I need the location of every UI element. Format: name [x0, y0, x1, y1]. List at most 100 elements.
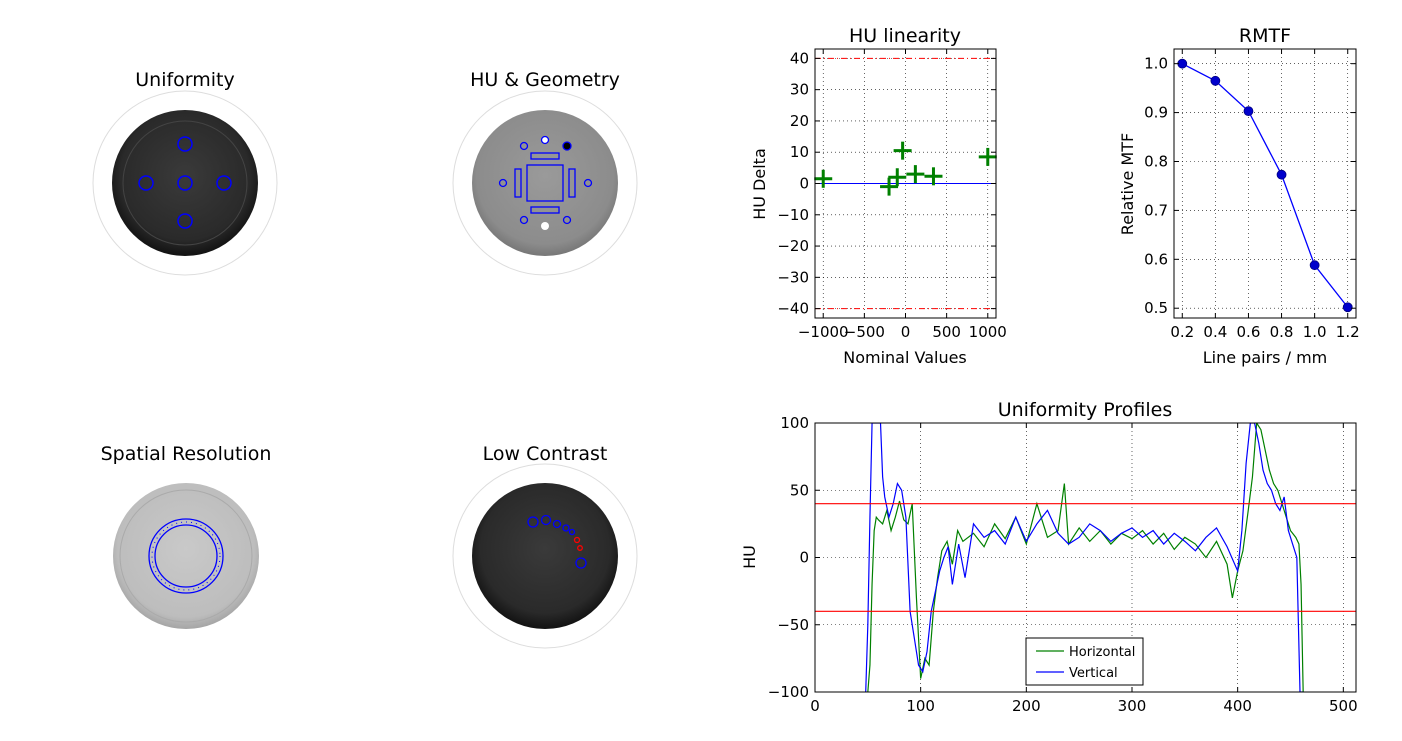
y-tick-label: −40 — [777, 300, 809, 318]
resolution-bars — [151, 521, 221, 591]
y-tick-label: 0.6 — [1144, 250, 1168, 268]
phantom-image — [472, 483, 618, 629]
rmtf-chart: 0.2 0.4 0.6 0.8 1.0 1.2 1.0 0.9 0.8 0.7 0.6 0.5 RMT… — [1118, 25, 1360, 367]
x-tick-label: 500 — [1329, 697, 1358, 715]
hu-insert-bright — [541, 222, 549, 230]
hu-geometry-title: HU & Geometry — [470, 69, 620, 91]
chart-title: RMTF — [1239, 25, 1291, 47]
x-tick-label: 1.2 — [1336, 323, 1360, 341]
phantom-inner-edge — [122, 120, 248, 246]
bottom-bar-roi — [530, 206, 560, 214]
y-tick-label: 0 — [799, 175, 809, 193]
rmtf-point — [1342, 302, 1353, 313]
hu-roi — [562, 215, 572, 225]
rmtf-line — [1181, 63, 1349, 308]
y-tick-label: 0.5 — [1144, 299, 1168, 317]
contrast-roi — [568, 528, 576, 536]
legend-label-horizontal: Horizontal — [1069, 645, 1135, 660]
x-tick-label: 500 — [932, 323, 961, 341]
hu-roi — [519, 215, 529, 225]
roi-top — [177, 136, 193, 152]
contrast-roi — [552, 519, 562, 529]
spatial-resolution-panel: Spatial Resolution — [101, 443, 272, 629]
x-tick-label: 0.4 — [1203, 323, 1227, 341]
data-point — [978, 147, 997, 166]
roi-center — [177, 175, 193, 191]
geometry-roi-group — [498, 141, 593, 225]
resolution-roi-outer — [148, 518, 224, 594]
y-tick-label: −20 — [777, 237, 809, 255]
contrast-roi — [562, 524, 570, 532]
x-tick-label: 1000 — [969, 323, 1007, 341]
uniformity-roi-group — [138, 136, 232, 229]
x-tick-label: 0.6 — [1237, 323, 1261, 341]
x-tick-label: −500 — [844, 323, 885, 341]
phantom-inner-edge — [119, 489, 253, 623]
rmtf-point — [1210, 75, 1221, 86]
data-point — [814, 169, 833, 188]
y-tick-label: 0.8 — [1144, 152, 1168, 170]
legend-box — [1025, 637, 1144, 686]
data-point — [880, 177, 899, 196]
left-bar-roi — [514, 168, 522, 198]
y-tick-label: 40 — [790, 49, 809, 67]
legend: Horizontal Vertical — [1025, 637, 1144, 686]
x-tick-label: 100 — [906, 697, 935, 715]
hu-roi — [519, 141, 529, 151]
y-tick-label: 10 — [790, 143, 809, 161]
y-tick-label: 0.9 — [1144, 104, 1168, 122]
x-tick-label: 0 — [901, 323, 911, 341]
roi-right — [216, 175, 232, 191]
chart-title: Uniformity Profiles — [998, 399, 1173, 421]
x-axis-label: Line pairs / mm — [1203, 348, 1327, 367]
phantom-image — [472, 110, 618, 256]
phantom-outer-ring — [452, 463, 638, 649]
contrast-roi-failed — [577, 545, 583, 551]
legend-label-vertical: Vertical — [1069, 666, 1118, 681]
y-tick-label: 20 — [790, 112, 809, 130]
rmtf-point — [1309, 260, 1320, 271]
y-tick-label: 50 — [790, 481, 809, 499]
y-tick-label: −100 — [768, 683, 809, 701]
hu-roi-air — [540, 135, 550, 145]
contrast-roi — [527, 516, 539, 528]
data-point — [888, 168, 907, 187]
x-tick-label: 400 — [1223, 697, 1252, 715]
chart-title: HU linearity — [849, 25, 961, 47]
x-tick-label: 0 — [810, 697, 820, 715]
y-axis-label: HU Delta — [750, 148, 769, 220]
x-tick-label: 300 — [1118, 697, 1147, 715]
roi-left — [138, 175, 154, 191]
roi-bottom — [177, 213, 193, 229]
contrast-roi-failed — [573, 536, 581, 544]
x-tick-label: 1.0 — [1303, 323, 1327, 341]
spatial-resolution-title: Spatial Resolution — [101, 443, 272, 465]
low-contrast-title: Low Contrast — [483, 443, 608, 465]
contrast-roi — [575, 557, 587, 569]
data-point — [893, 141, 912, 160]
hu-linearity-chart: −1000−500 0 500 1000 40 30 20 10 0 −10 −20 −30 −40 H… — [750, 25, 1007, 367]
uniformity-panel: Uniformity — [92, 69, 278, 276]
y-tick-label: −30 — [777, 268, 809, 286]
data-point — [906, 165, 925, 184]
hu-geometry-panel: HU & Geometry — [452, 69, 638, 276]
profile-vertical — [865, 423, 1304, 692]
hu-roi — [583, 178, 593, 188]
y-tick-label: −10 — [777, 206, 809, 224]
phantom-image — [113, 483, 259, 629]
profile-lines — [865, 423, 1304, 692]
y-tick-label: 100 — [780, 414, 809, 432]
resolution-roi-inner — [154, 524, 218, 588]
x-tick-label: 0.8 — [1270, 323, 1294, 341]
rmtf-point — [1276, 169, 1287, 180]
x-tick-label: −1000 — [798, 323, 849, 341]
rmtf-point — [1243, 106, 1254, 117]
x-axis-label: Nominal Values — [843, 348, 967, 367]
plot-frame — [1173, 48, 1357, 319]
center-square-roi — [526, 164, 564, 202]
y-tick-label: 0.7 — [1144, 201, 1168, 219]
y-tick-label: 1.0 — [1144, 55, 1168, 73]
hu-roi — [498, 178, 508, 188]
top-bar-roi — [530, 152, 560, 160]
